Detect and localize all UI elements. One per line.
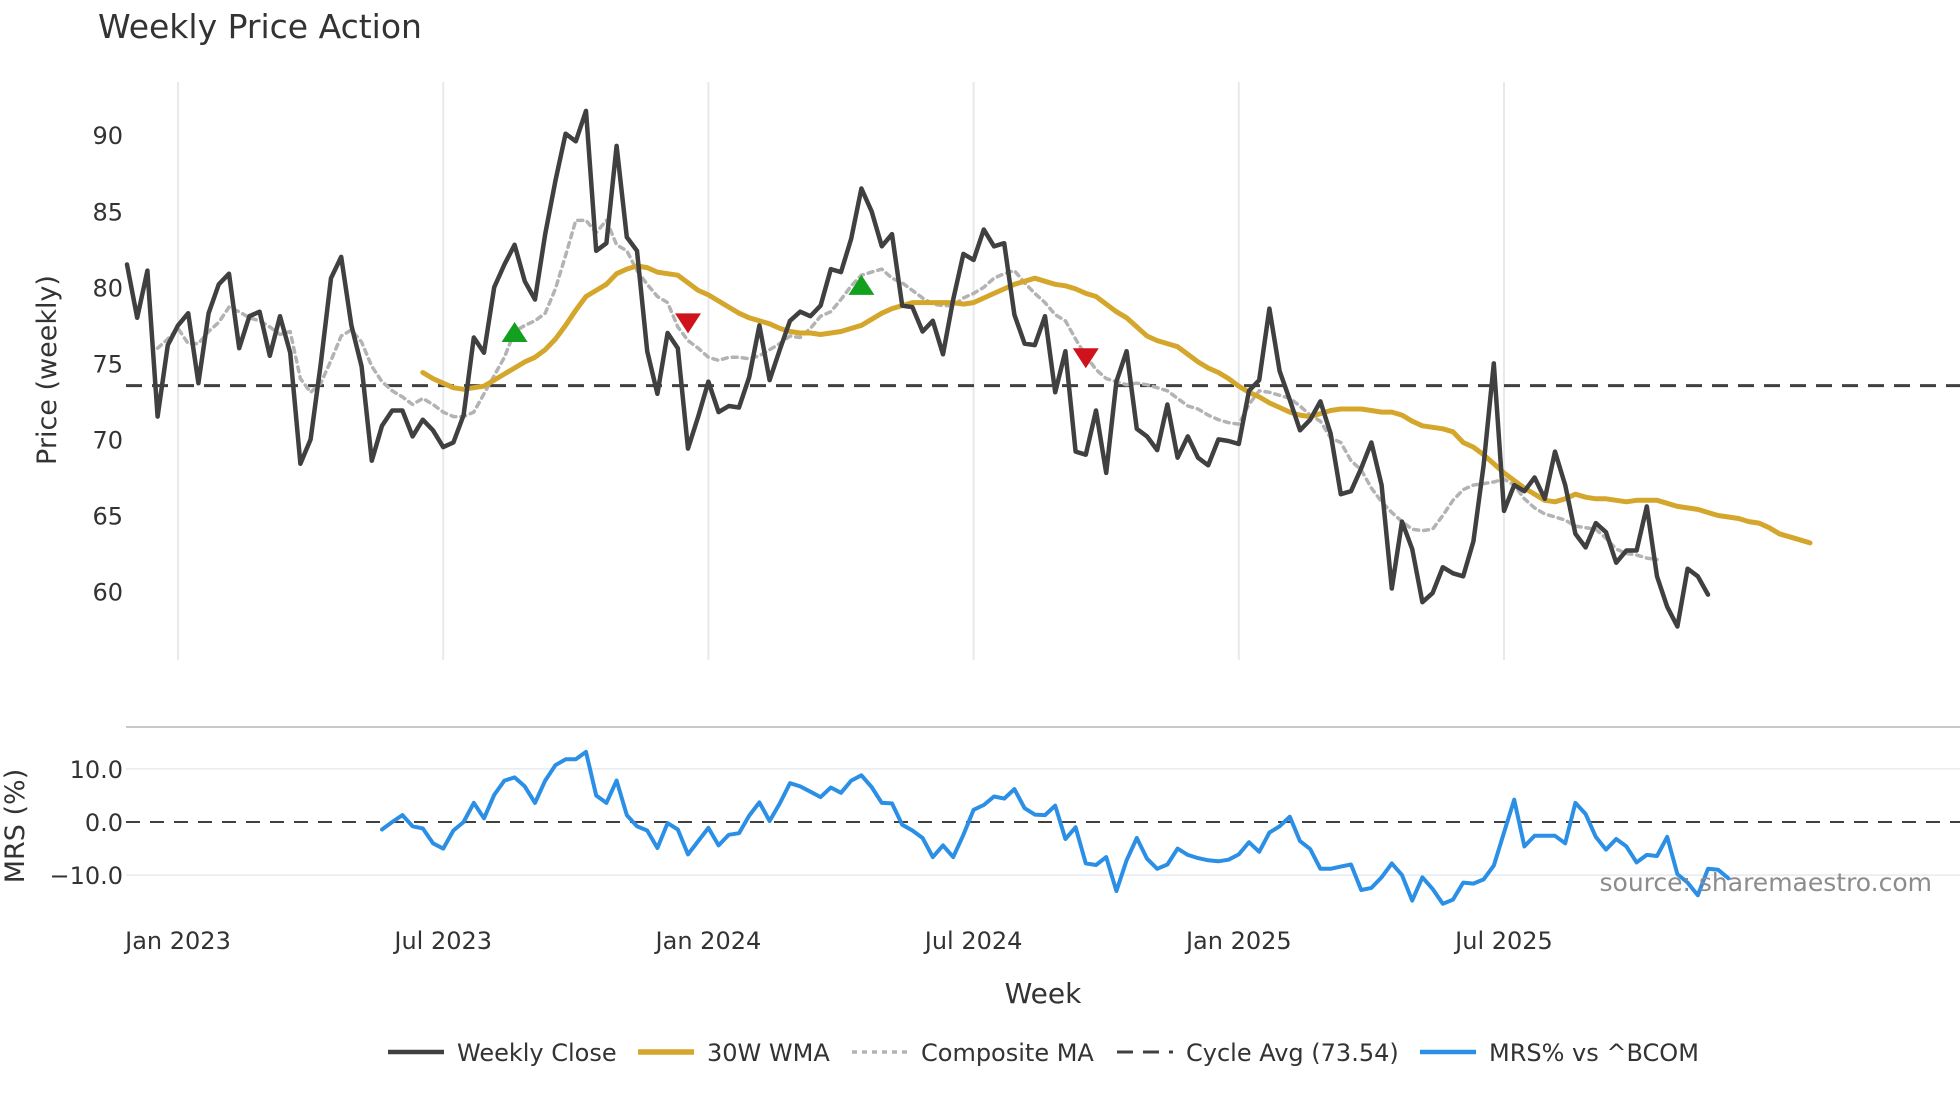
mrs-panel: 10.0 0.0 −10.0 MRS (%) [0, 749, 1960, 906]
sell-signal-marker-4 [1072, 348, 1099, 369]
chart-title: Weekly Price Action [98, 7, 422, 46]
mrs-y-axis-label: MRS (%) [0, 769, 31, 884]
price-tick-85: 85 [92, 198, 123, 226]
series-composite-ma [155, 218, 1659, 562]
buy-signal-marker-3 [848, 274, 875, 295]
source-watermark: source: sharemaestro.com [1600, 868, 1933, 897]
x-tick-jul-2024: Jul 2024 [923, 927, 1023, 955]
price-panel: 60 65 70 75 80 85 90 Price (weekly) [32, 82, 1960, 660]
sell-signal-marker-2 [675, 313, 701, 334]
mrs-tick-10-0: 10.0 [70, 756, 123, 784]
x-tick-jan-2025: Jan 2025 [1184, 927, 1292, 955]
x-axis-ticks: Jan 2023 Jul 2023 Jan 2024 Jul 2024 Jan 2025… [123, 927, 1553, 955]
legend-label-weekly-close: Weekly Close [457, 1039, 617, 1067]
legend-label-30w-wma: 30W WMA [707, 1039, 830, 1067]
price-tick-65: 65 [92, 503, 123, 531]
signal-markers [501, 274, 1099, 369]
mrs-series [380, 749, 1731, 906]
price-tick-60: 60 [92, 579, 123, 607]
legend-label-mrs-vs-bcom: MRS% vs ^BCOM [1489, 1039, 1699, 1067]
price-tick-75: 75 [92, 350, 123, 378]
x-tick-jan-2024: Jan 2024 [654, 927, 762, 955]
price-vertical-gridlines [177, 82, 1505, 660]
x-tick-jan-2023: Jan 2023 [123, 927, 231, 955]
price-tick-70: 70 [92, 426, 123, 454]
price-tick-90: 90 [92, 122, 123, 150]
x-tick-jul-2025: Jul 2025 [1453, 927, 1553, 955]
series-30w-wma [420, 263, 1813, 546]
buy-signal-marker-1 [501, 321, 528, 342]
legend-label-cycle-avg-73-54: Cycle Avg (73.54) [1186, 1039, 1399, 1067]
legend-label-composite-ma: Composite MA [921, 1039, 1094, 1067]
series-mrs-vs-bcom [380, 749, 1731, 906]
series-weekly-close [124, 108, 1711, 629]
mrs-tick-10-0: −10.0 [49, 862, 123, 890]
price-y-ticks: 60 65 70 75 80 85 90 [92, 122, 123, 606]
legend: Weekly Close 30W WMA Composite MA Cycle Avg… [388, 1039, 1699, 1067]
x-axis-label: Week [1005, 977, 1082, 1010]
price-series [124, 108, 1960, 629]
price-tick-80: 80 [92, 274, 123, 302]
mrs-y-ticks: 10.0 0.0 −10.0 [49, 756, 1960, 890]
price-y-axis-label: Price (weekly) [32, 275, 63, 465]
x-tick-jul-2023: Jul 2023 [392, 927, 492, 955]
mrs-tick-0-0: 0.0 [85, 809, 123, 837]
